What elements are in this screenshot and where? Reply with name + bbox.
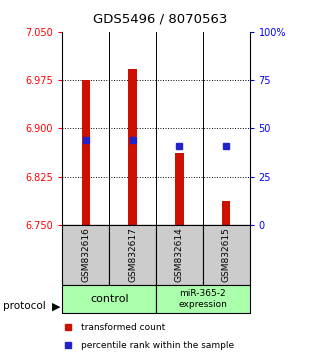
Bar xyxy=(62,225,109,285)
Text: protocol: protocol xyxy=(3,301,46,311)
Text: GDS5496 / 8070563: GDS5496 / 8070563 xyxy=(93,12,227,25)
Bar xyxy=(175,153,184,225)
Text: ▶: ▶ xyxy=(52,301,60,311)
Text: transformed count: transformed count xyxy=(81,323,165,332)
Bar xyxy=(82,80,90,225)
Text: control: control xyxy=(90,294,129,304)
Text: GSM832614: GSM832614 xyxy=(175,228,184,282)
Text: GSM832616: GSM832616 xyxy=(81,227,90,282)
Text: GSM832615: GSM832615 xyxy=(222,227,231,282)
Bar xyxy=(109,225,156,285)
Text: miR-365-2
expression: miR-365-2 expression xyxy=(178,290,227,309)
Bar xyxy=(156,225,203,285)
Bar xyxy=(128,69,137,225)
Text: GSM832617: GSM832617 xyxy=(128,227,137,282)
Bar xyxy=(156,285,250,313)
Bar xyxy=(62,285,156,313)
Bar xyxy=(203,225,250,285)
Text: percentile rank within the sample: percentile rank within the sample xyxy=(81,341,234,350)
Bar xyxy=(222,201,230,225)
